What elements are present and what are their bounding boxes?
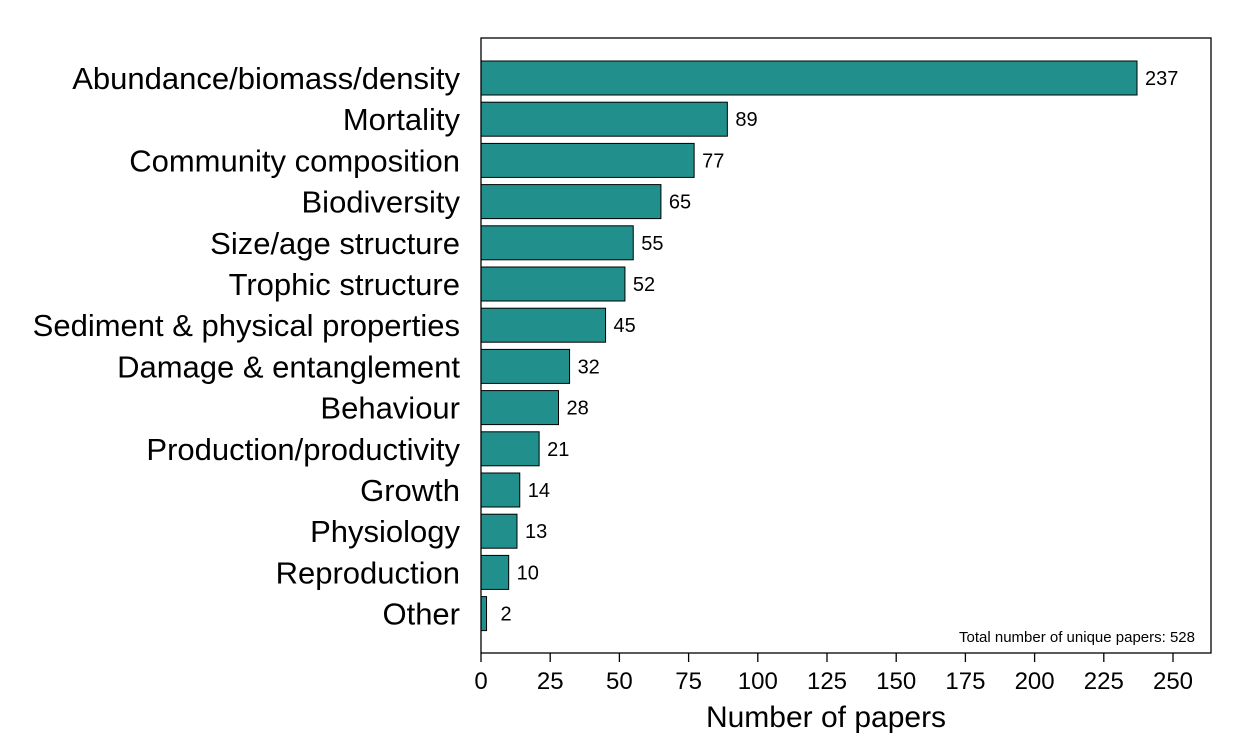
bar [480,431,540,467]
x-tick-label: 225 [1084,668,1124,695]
value-labels: 237 89 77 65 55 52 45 32 28 21 14 13 102 [501,68,1179,626]
category-label: Other [382,597,460,632]
value-label: 237 [1145,68,1178,90]
value-label: 14 [528,480,550,502]
category-label: Community composition [129,143,460,178]
bar [480,60,1138,96]
value-label: 45 [614,315,636,337]
bar [480,513,518,549]
category-label: Behaviour [320,391,460,426]
x-tick-label: 125 [807,668,847,695]
x-tick-label: 150 [876,668,916,695]
category-label: Sediment & physical properties [33,308,460,343]
x-tick-label: 175 [945,668,985,695]
value-label: 89 [735,109,757,131]
bar [480,596,488,632]
x-tick-label: 25 [537,668,564,695]
value-label: 55 [641,233,663,255]
total-papers-note: Total number of unique papers: 528 [959,629,1195,646]
category-label: Physiology [310,514,460,549]
category-label: Growth [360,473,460,508]
x-tick-label: 250 [1153,668,1193,695]
category-label: Biodiversity [302,185,461,220]
x-tick-label: 200 [1015,668,1055,695]
category-label: Production/productivity [146,432,460,467]
value-label: 65 [669,192,691,214]
value-label: 28 [567,398,589,420]
bar [480,225,634,261]
value-label: 52 [633,274,655,296]
bar [480,307,607,343]
plot-frame [480,37,1212,654]
x-tick-label: 100 [738,668,778,695]
bar [480,472,521,508]
category-label: Reproduction [276,555,460,590]
bar [480,142,695,178]
x-axis-title: Number of papers [706,701,946,734]
x-axis: 0 25 50 75 100 125 150 175 200 225 250 [474,653,1193,695]
value-label: 10 [517,562,539,584]
bar [480,554,510,590]
value-label: 13 [525,521,547,543]
bar [480,184,662,220]
x-tick-label: 0 [474,668,487,695]
category-label: Mortality [343,102,461,137]
bar [480,101,728,137]
bar [480,390,560,426]
category-label: Trophic structure [229,267,460,302]
value-label: 32 [578,356,600,378]
value-label: 77 [702,150,724,172]
bar [480,348,571,384]
category-label: Size/age structure [210,226,460,261]
category-labels: Abundance/biomass/density Mortality Commun… [33,61,461,632]
bar [480,266,626,302]
category-label: Damage & entanglement [117,349,460,384]
x-tick-label: 75 [675,668,702,695]
value-label: 2 [501,604,512,626]
category-label: Abundance/biomass/density [72,61,460,96]
value-label: 21 [547,439,569,461]
bars-group [480,60,1138,632]
x-tick-label: 50 [606,668,633,695]
